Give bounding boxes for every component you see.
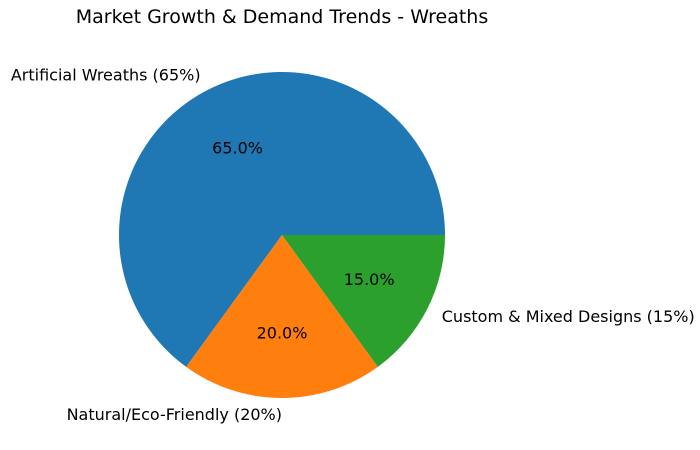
chart-title: Market Growth & Demand Trends - Wreaths — [75, 6, 489, 28]
slice-label-2: Custom & Mixed Designs (15%) — [442, 307, 695, 326]
slice-label-1: Natural/Eco-Friendly (20%) — [67, 405, 282, 424]
pct-label-2: 15.0% — [344, 270, 395, 289]
pie-slice-1 — [186, 235, 378, 399]
pie-slice-0 — [118, 72, 445, 367]
pct-label-1: 20.0% — [257, 323, 308, 342]
slice-label-0: Artificial Wreaths (65%) — [11, 66, 201, 85]
pct-label-0: 65.0% — [212, 138, 263, 157]
pie-slice-2 — [282, 235, 445, 367]
